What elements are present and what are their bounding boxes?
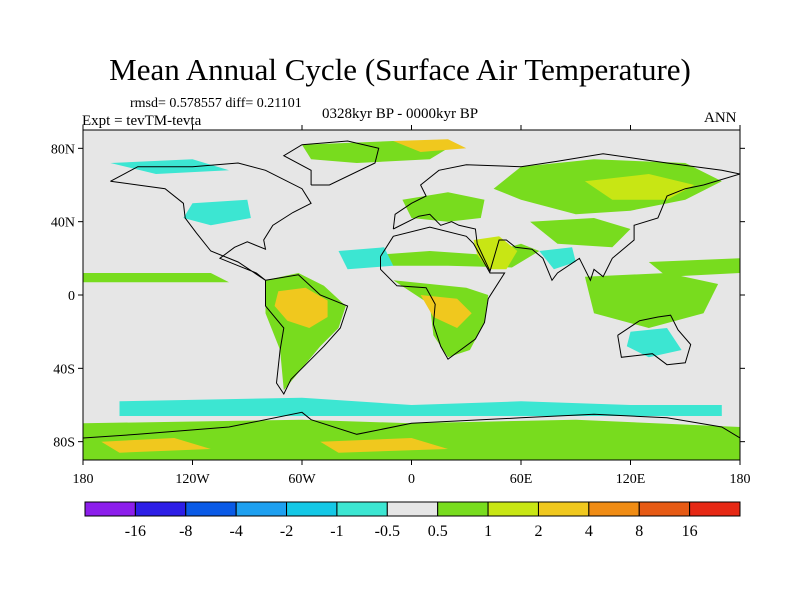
colorbar-label: 1 — [484, 523, 492, 540]
lon-tick-label: 180 — [73, 472, 94, 487]
region-southern-cool — [119, 397, 722, 416]
colorbar-label: 16 — [682, 523, 698, 540]
region-s-asia-cool — [539, 247, 576, 270]
lon-tick-label: 180 — [730, 472, 751, 487]
colorbar-label: -4 — [229, 523, 242, 540]
colorbar-swatch — [537, 501, 590, 517]
colorbar-label: 4 — [585, 523, 593, 540]
lat-tick-label: 40S — [53, 362, 75, 377]
colorbar-swatch — [185, 501, 237, 517]
lat-tick-label: 40N — [51, 216, 75, 231]
region-antarctic-hot-2 — [320, 438, 448, 453]
region-arctic-hot — [393, 139, 467, 152]
coastline-australia — [617, 314, 692, 366]
coastline-south-america — [265, 274, 349, 396]
map-title: Mean Annual Cycle (Surface Air Temperatu… — [109, 52, 691, 87]
region-africa-core — [420, 295, 472, 328]
region-tibet — [530, 218, 631, 248]
region-atlantic-cool — [338, 247, 394, 270]
region-europe — [402, 192, 485, 222]
colorbar-label: -16 — [125, 523, 146, 540]
colorbar-swatch — [437, 501, 489, 517]
experiment-text: Expt = tevTM-tevta — [82, 113, 202, 129]
colorbar-swatch — [84, 501, 136, 517]
colorbar-label: 8 — [635, 523, 643, 540]
colorbar-swatch — [638, 501, 691, 517]
lat-tick-label: 80N — [51, 142, 75, 157]
region-amazon-core — [274, 287, 328, 328]
lon-tick-label: 60W — [288, 472, 316, 487]
colorbar-swatch — [336, 501, 388, 517]
colorbar-swatch — [286, 501, 338, 517]
region-n-america-cool — [183, 199, 251, 226]
lon-tick-label: 120W — [175, 472, 210, 487]
coastline-eurasia — [392, 153, 740, 282]
colorbar-swatch — [487, 501, 539, 517]
lat-tick-label: 80S — [53, 436, 75, 451]
coastline-antarctica — [83, 411, 740, 439]
colorbar-swatch — [588, 501, 640, 517]
coastlines — [83, 140, 740, 439]
coastline-north-america — [110, 162, 312, 281]
region-w-pacific-band — [648, 258, 740, 277]
region-asia-core — [584, 174, 695, 200]
region-n-pacific-band — [83, 273, 229, 283]
colorbar-label: -0.5 — [375, 523, 400, 540]
region-australia-cool — [626, 328, 682, 358]
anomaly-regions — [83, 139, 740, 460]
lon-tick-label: 0 — [408, 472, 415, 487]
coastline-greenland — [282, 140, 380, 186]
colorbar-label: -8 — [179, 523, 192, 540]
lat-tick-label: 0 — [68, 289, 75, 304]
colorbar-label: -1 — [330, 523, 343, 540]
colorbar-swatch — [134, 501, 187, 517]
region-indonesia — [584, 273, 719, 328]
colorbar-label: 0.5 — [428, 523, 448, 540]
season-text: ANN — [704, 110, 737, 126]
colorbar: -16 -8 -4 -2 -1 -0.5 0.5 1 2 4 8 16 — [84, 501, 741, 540]
axis-ticks: 80N 40N 0 40S 80S 180 120W 60W 0 60E 120E 180 — [51, 125, 751, 487]
coastline-africa — [380, 226, 506, 360]
colorbar-swatch — [386, 501, 439, 517]
region-antarctic-hot — [101, 438, 211, 453]
period-text: 0328kyr BP - 0000kyr BP — [322, 106, 479, 122]
colorbar-swatch — [235, 501, 288, 517]
lon-tick-label: 120E — [616, 472, 646, 487]
colorbar-swatch — [689, 501, 741, 517]
lon-tick-label: 60E — [510, 472, 533, 487]
stats-text: rmsd= 0.578557 diff= 0.21101 — [130, 96, 302, 111]
colorbar-label: 2 — [534, 523, 542, 540]
colorbar-label: -2 — [280, 523, 293, 540]
